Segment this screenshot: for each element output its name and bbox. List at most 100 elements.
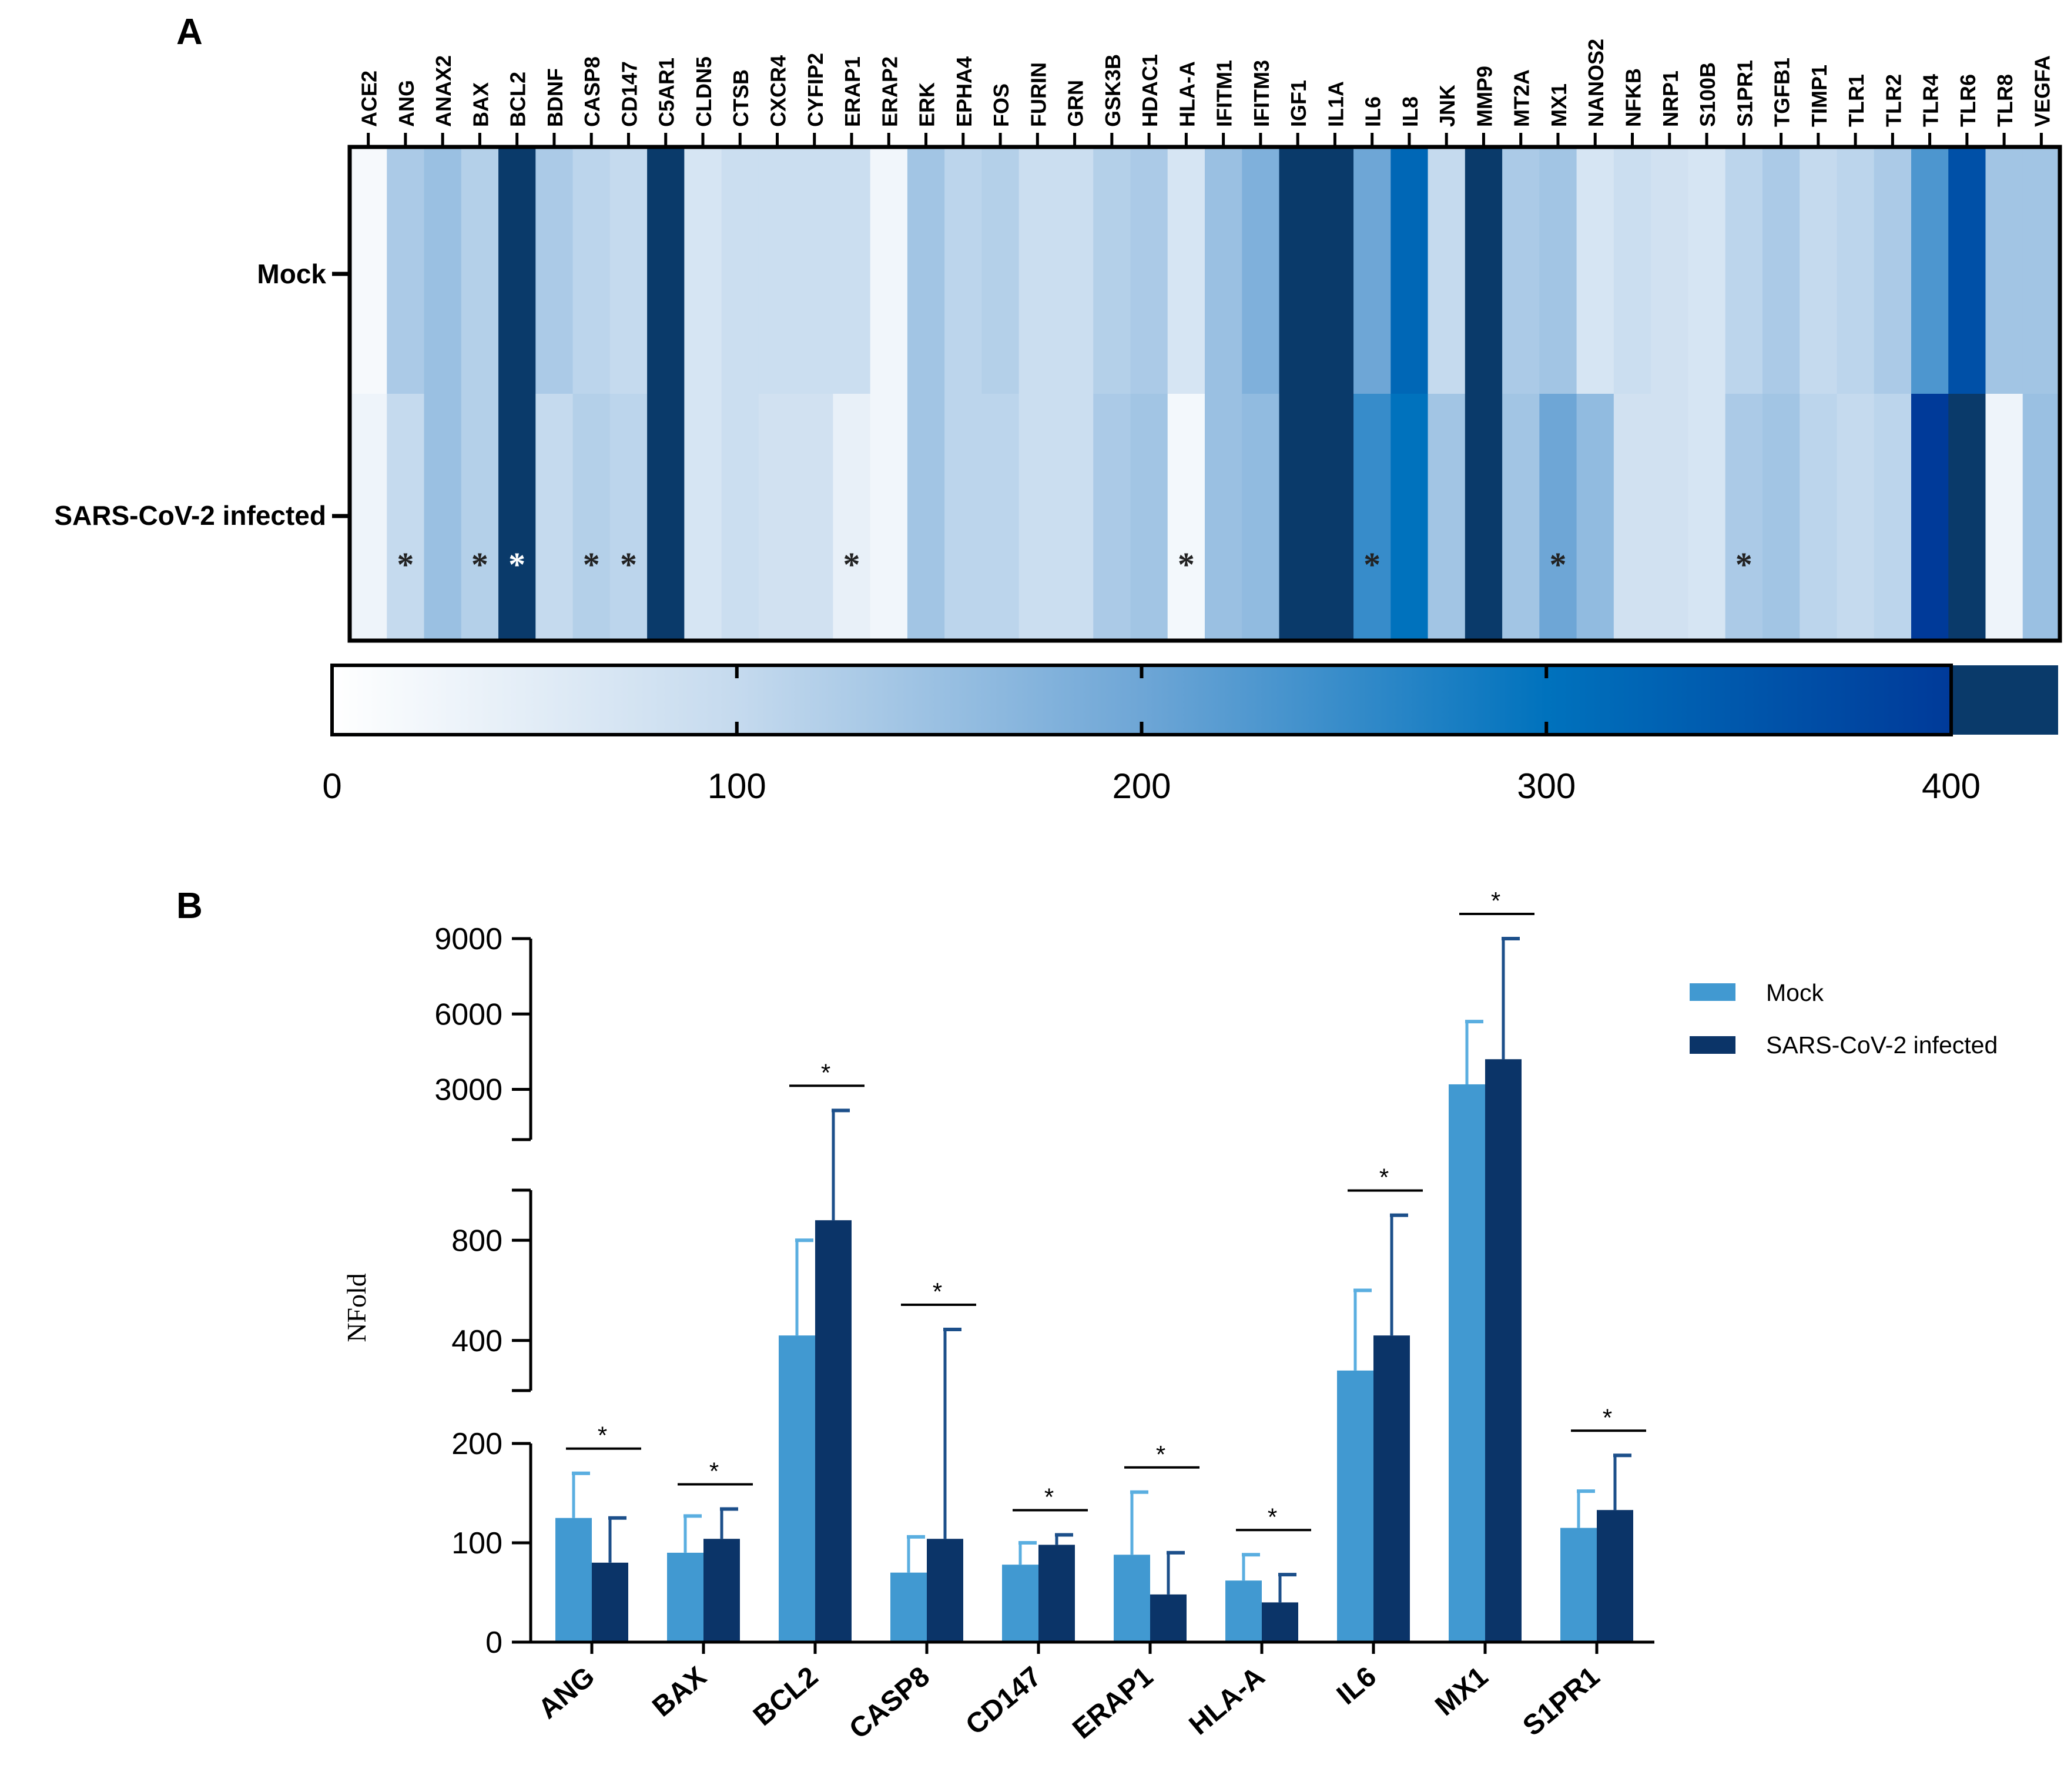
heatmap-column-label: CLDN5 <box>692 56 716 127</box>
heatmap-cell <box>2022 394 2060 641</box>
heatmap-cell <box>1093 147 1131 394</box>
heatmap-column-label: IGF1 <box>1286 80 1311 127</box>
heatmap-column-label: ANG <box>394 80 418 127</box>
heatmap-cell <box>350 147 387 394</box>
heatmap-column-label: MT2A <box>1510 69 1534 127</box>
legend: Mock SARS-CoV-2 infected <box>1690 979 1998 1059</box>
heatmap-cell <box>1502 147 1540 394</box>
category-label: BCL2 <box>748 1661 824 1732</box>
panel-b-label: B <box>176 886 203 926</box>
heatmap-cell <box>1837 394 1875 641</box>
y-axis-tick-label: 800 <box>451 1224 502 1258</box>
heatmap-cell <box>1762 394 1800 641</box>
heatmap-cell <box>387 147 425 394</box>
colorbar-ticks: 0 100 200 300 400 <box>322 665 1981 806</box>
bar-infected <box>1262 1602 1298 1642</box>
heatmap-cell <box>1167 394 1205 641</box>
category-label: IL6 <box>1331 1661 1382 1711</box>
heatmap-cell <box>1762 147 1800 394</box>
heatmap-cell <box>1502 394 1540 641</box>
bar-chart-axes: 0 100 200 400 800 3000 6000 9000 <box>434 922 1654 1660</box>
significance-star: * <box>1156 1441 1165 1468</box>
heatmap-cell <box>1688 147 1726 394</box>
category-label: HLA-A <box>1184 1661 1271 1741</box>
bar-chart-category-labels: ANG BAX BCL2 CASP8 CD147 ERAP1 HLA-A IL6 MX1 S1PR… <box>532 1661 1606 1745</box>
heatmap-column-label: EPHA4 <box>952 56 976 127</box>
heatmap-cell <box>1874 147 1912 394</box>
heatmap-cell <box>1985 147 2023 394</box>
heatmap-cell <box>1465 394 1503 641</box>
legend-swatch-mock <box>1690 983 1735 1001</box>
heatmap-cell <box>796 147 833 394</box>
significance-star: * <box>1178 545 1195 584</box>
y-axis-label: NFold <box>341 1273 371 1342</box>
heatmap-column-label: NFKB <box>1621 68 1646 127</box>
bar-infected <box>592 1562 628 1642</box>
heatmap-cell <box>1093 394 1131 641</box>
heatmap-cell <box>350 394 387 641</box>
significance-star: * <box>1379 1164 1389 1191</box>
significance-star: * <box>1549 545 1566 584</box>
heatmap-cell <box>647 394 685 641</box>
heatmap-cell <box>1725 147 1763 394</box>
heatmap-column-label: CYFIP2 <box>803 53 827 127</box>
heatmap-column-label: CD147 <box>617 61 641 127</box>
heatmap-column-label: GRN <box>1064 80 1088 127</box>
significance-star: * <box>508 545 525 584</box>
category-label: MX1 <box>1429 1661 1494 1722</box>
heatmap-cell <box>1316 147 1354 394</box>
bar-infected <box>927 1539 963 1642</box>
colorbar-tick-label: 100 <box>708 766 766 806</box>
heatmap-cell <box>1167 147 1205 394</box>
heatmap-cell <box>1428 147 1466 394</box>
heatmap-cell <box>2022 147 2060 394</box>
heatmap-cell <box>721 147 759 394</box>
heatmap-row-label: SARS-CoV-2 infected <box>54 500 326 531</box>
bar-infected <box>703 1539 740 1642</box>
category-label: ANG <box>532 1661 601 1725</box>
heatmap-column-label: TLR6 <box>1956 74 1980 127</box>
significance-star: * <box>933 1278 942 1305</box>
heatmap-cell <box>1056 394 1094 641</box>
category-label: CASP8 <box>843 1661 936 1745</box>
heatmap-cell <box>1130 147 1168 394</box>
heatmap-column-label: ERK <box>915 82 939 127</box>
heatmap-cell <box>1800 394 1838 641</box>
heatmap-column-label: NRP1 <box>1658 71 1683 127</box>
heatmap-cell <box>387 394 425 641</box>
heatmap-cell <box>609 394 648 641</box>
heatmap-cell <box>907 394 945 641</box>
significance-star: * <box>709 1458 719 1485</box>
heatmap-cell <box>1130 394 1168 641</box>
heatmap-cell <box>1948 394 1986 641</box>
heatmap-cell <box>944 394 983 641</box>
y-axis-tick-label: 6000 <box>434 997 502 1031</box>
y-axis-tick-label: 9000 <box>434 922 502 956</box>
heatmap-column-label: BDNF <box>543 68 567 127</box>
heatmap-cell <box>1613 147 1651 394</box>
heatmap-cell <box>1948 147 1986 394</box>
heatmap-cell <box>833 394 871 641</box>
heatmap-cell <box>498 147 536 394</box>
heatmap-cell <box>1725 394 1763 641</box>
bar-infected <box>1597 1510 1633 1642</box>
heatmap-cell <box>981 394 1020 641</box>
heatmap-cell <box>1390 394 1429 641</box>
heatmap-cell <box>572 394 611 641</box>
heatmap-cell <box>535 147 574 394</box>
bar-infected <box>1150 1594 1187 1642</box>
heatmap-column-label: IL1A <box>1323 81 1348 127</box>
legend-label-mock: Mock <box>1766 979 1824 1006</box>
heatmap-column-label: HDAC1 <box>1138 54 1162 127</box>
significance-star: * <box>1491 887 1500 915</box>
heatmap-cell <box>1316 394 1354 641</box>
significance-star: * <box>843 545 860 584</box>
heatmap-column-label: CASP8 <box>580 56 604 127</box>
heatmap-column-labels: ACE2 ANG ANAX2 BAX BCL2 BDNF CASP8 CD147 C5AR1 CL… <box>357 39 2054 147</box>
bar-chart-error-bars <box>572 937 1631 1603</box>
heatmap-column-label: ERAP1 <box>840 56 865 127</box>
heatmap-column-label: S1PR1 <box>1733 60 1757 127</box>
bar-mock <box>1114 1555 1150 1642</box>
significance-star: * <box>1363 545 1381 584</box>
y-axis-tick-label: 100 <box>451 1526 502 1560</box>
